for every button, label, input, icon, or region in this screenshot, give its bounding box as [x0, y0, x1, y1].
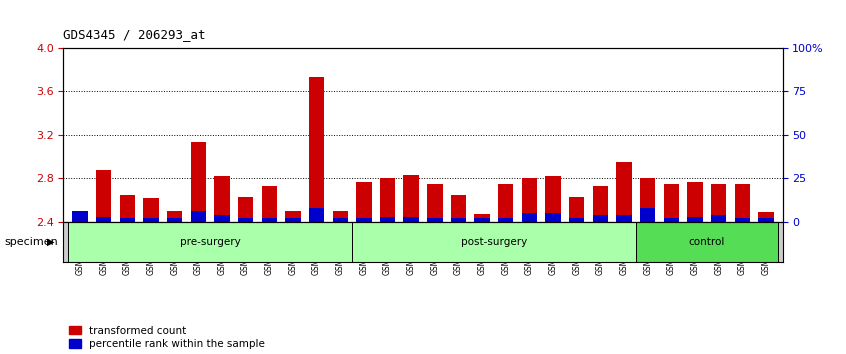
Bar	[451, 195, 466, 222]
Bar	[522, 213, 537, 222]
Bar	[569, 197, 585, 222]
Bar	[498, 218, 514, 222]
Bar	[309, 208, 324, 222]
Bar	[285, 218, 300, 222]
Bar	[711, 184, 727, 222]
Bar	[569, 218, 585, 222]
Bar	[498, 184, 514, 222]
Text: ▶: ▶	[47, 237, 54, 247]
Bar	[380, 178, 395, 222]
Bar	[640, 178, 656, 222]
Bar	[636, 222, 777, 262]
Bar	[380, 217, 395, 222]
Text: pre-surgery: pre-surgery	[179, 237, 240, 247]
Bar	[285, 211, 300, 222]
Bar	[593, 186, 608, 222]
Bar	[119, 195, 135, 222]
Bar	[427, 218, 442, 222]
Bar	[309, 77, 324, 222]
Bar	[522, 178, 537, 222]
Bar	[352, 222, 636, 262]
Bar	[617, 215, 632, 222]
Bar	[356, 218, 371, 222]
Bar	[427, 184, 442, 222]
Bar	[143, 218, 159, 222]
Bar	[72, 211, 88, 222]
Bar	[546, 176, 561, 222]
Bar	[617, 162, 632, 222]
Bar	[546, 213, 561, 222]
Bar	[451, 218, 466, 222]
Text: specimen: specimen	[4, 237, 58, 247]
Bar	[238, 218, 253, 222]
Bar	[332, 218, 348, 222]
Bar	[711, 215, 727, 222]
Bar	[593, 215, 608, 222]
Bar	[72, 219, 88, 222]
Bar	[687, 182, 703, 222]
Bar	[69, 222, 352, 262]
Bar	[96, 217, 112, 222]
Bar	[167, 218, 183, 222]
Bar	[475, 214, 490, 222]
Bar	[214, 215, 229, 222]
Text: control: control	[689, 237, 725, 247]
Bar	[238, 197, 253, 222]
Bar	[640, 208, 656, 222]
Bar	[332, 211, 348, 222]
Bar	[734, 184, 750, 222]
Bar	[190, 142, 206, 222]
Bar	[475, 218, 490, 222]
Text: post-surgery: post-surgery	[461, 237, 527, 247]
Bar	[734, 218, 750, 222]
Bar	[261, 218, 277, 222]
Bar	[404, 175, 419, 222]
Legend: transformed count, percentile rank within the sample: transformed count, percentile rank withi…	[69, 326, 266, 349]
Bar	[143, 198, 159, 222]
Bar	[758, 212, 774, 222]
Bar	[758, 218, 774, 222]
Bar	[214, 176, 229, 222]
Bar	[404, 217, 419, 222]
Bar	[356, 182, 371, 222]
Bar	[687, 217, 703, 222]
Bar	[96, 170, 112, 222]
Bar	[663, 184, 679, 222]
Bar	[261, 186, 277, 222]
Bar	[119, 218, 135, 222]
Bar	[190, 211, 206, 222]
Bar	[167, 211, 183, 222]
Bar	[663, 218, 679, 222]
Text: GDS4345 / 206293_at: GDS4345 / 206293_at	[63, 28, 206, 41]
